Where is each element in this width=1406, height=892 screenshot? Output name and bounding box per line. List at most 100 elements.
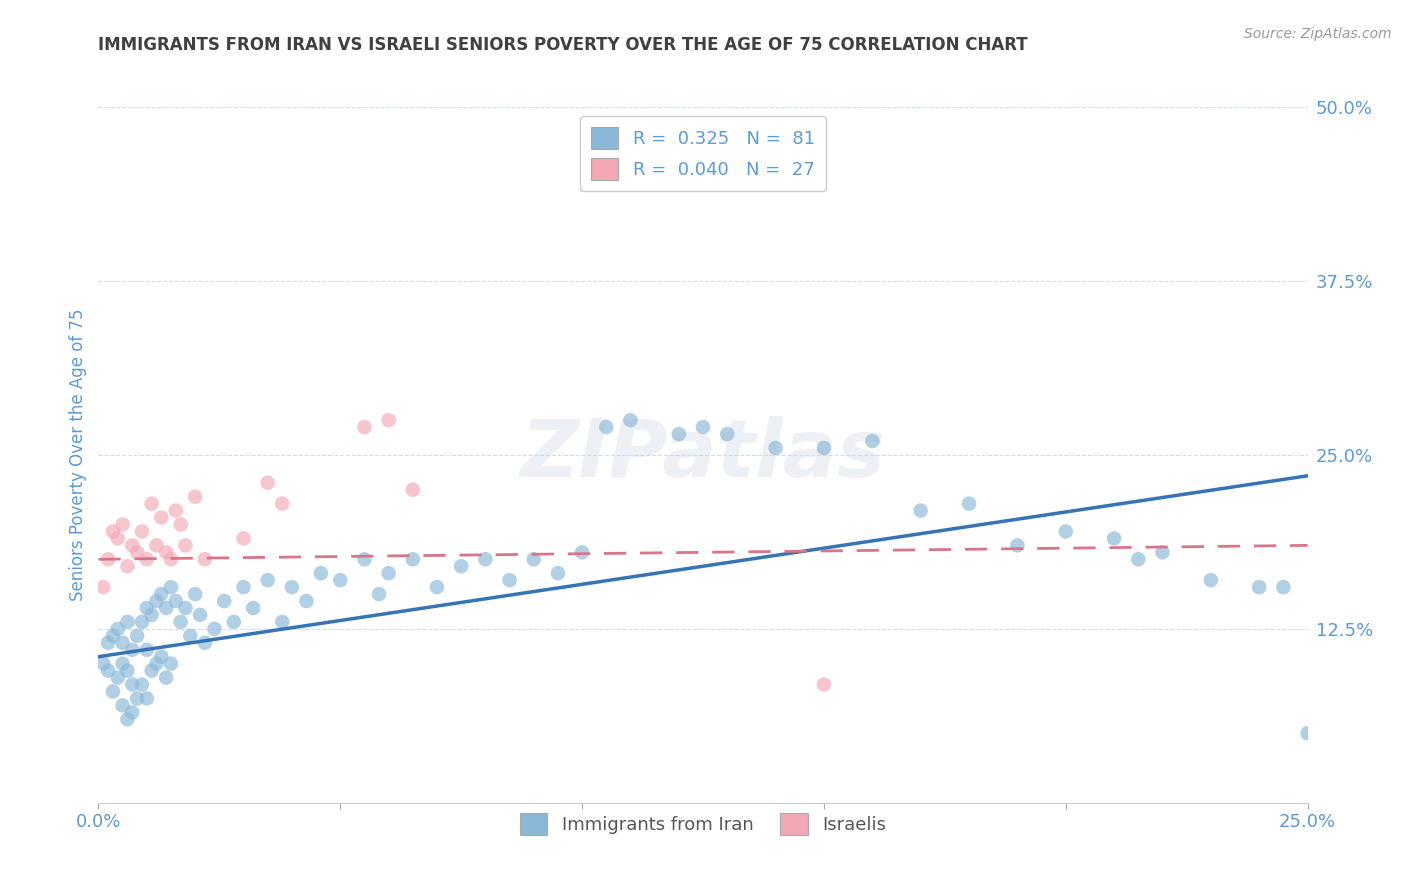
Point	[668, 427, 690, 442]
Point	[353, 420, 375, 434]
Point	[111, 517, 134, 532]
Point	[498, 573, 520, 587]
Point	[155, 671, 177, 685]
Point	[523, 552, 546, 566]
Point	[141, 664, 163, 678]
Point	[135, 691, 157, 706]
Y-axis label: Seniors Poverty Over the Age of 75: Seniors Poverty Over the Age of 75	[69, 309, 87, 601]
Point	[860, 434, 883, 448]
Point	[910, 503, 932, 517]
Point	[91, 657, 114, 671]
Point	[160, 580, 183, 594]
Point	[547, 566, 569, 581]
Point	[127, 629, 149, 643]
Point	[101, 629, 124, 643]
Point	[97, 552, 120, 566]
Point	[692, 420, 714, 434]
Point	[135, 552, 157, 566]
Point	[619, 413, 641, 427]
Point	[402, 552, 425, 566]
Point	[716, 427, 738, 442]
Point	[813, 677, 835, 691]
Point	[1199, 573, 1222, 587]
Point	[1007, 538, 1029, 552]
Point	[101, 684, 124, 698]
Legend: Immigrants from Iran, Israelis: Immigrants from Iran, Israelis	[513, 806, 893, 842]
Point	[174, 601, 197, 615]
Point	[194, 636, 217, 650]
Point	[765, 441, 787, 455]
Point	[256, 573, 278, 587]
Point	[107, 532, 129, 546]
Point	[165, 594, 187, 608]
Point	[111, 657, 134, 671]
Point	[121, 642, 143, 657]
Point	[222, 615, 245, 629]
Point	[232, 532, 254, 546]
Point	[117, 559, 139, 574]
Point	[377, 566, 399, 581]
Point	[160, 657, 183, 671]
Point	[111, 698, 134, 713]
Point	[1128, 552, 1150, 566]
Point	[141, 497, 163, 511]
Point	[212, 594, 235, 608]
Point	[107, 622, 129, 636]
Point	[813, 441, 835, 455]
Point	[353, 552, 375, 566]
Point	[295, 594, 318, 608]
Point	[97, 664, 120, 678]
Point	[165, 503, 187, 517]
Point	[135, 642, 157, 657]
Point	[169, 615, 191, 629]
Point	[329, 573, 352, 587]
Point	[184, 587, 207, 601]
Point	[184, 490, 207, 504]
Text: ZIPatlas: ZIPatlas	[520, 416, 886, 494]
Point	[271, 615, 294, 629]
Point	[450, 559, 472, 574]
Point	[169, 517, 191, 532]
Point	[271, 497, 294, 511]
Point	[117, 664, 139, 678]
Point	[141, 607, 163, 622]
Point	[1249, 580, 1271, 594]
Point	[150, 649, 173, 664]
Point	[426, 580, 449, 594]
Point	[242, 601, 264, 615]
Point	[150, 587, 173, 601]
Point	[232, 580, 254, 594]
Text: IMMIGRANTS FROM IRAN VS ISRAELI SENIORS POVERTY OVER THE AGE OF 75 CORRELATION C: IMMIGRANTS FROM IRAN VS ISRAELI SENIORS …	[98, 36, 1028, 54]
Point	[145, 538, 167, 552]
Point	[145, 657, 167, 671]
Point	[155, 545, 177, 559]
Point	[188, 607, 211, 622]
Point	[309, 566, 332, 581]
Point	[127, 691, 149, 706]
Point	[377, 413, 399, 427]
Point	[117, 615, 139, 629]
Text: Source: ZipAtlas.com: Source: ZipAtlas.com	[1244, 27, 1392, 41]
Point	[111, 636, 134, 650]
Point	[131, 677, 153, 691]
Point	[121, 677, 143, 691]
Point	[194, 552, 217, 566]
Point	[131, 524, 153, 539]
Point	[155, 601, 177, 615]
Point	[101, 524, 124, 539]
Point	[131, 615, 153, 629]
Point	[1102, 532, 1125, 546]
Point	[402, 483, 425, 497]
Point	[174, 538, 197, 552]
Point	[1272, 580, 1295, 594]
Point	[97, 636, 120, 650]
Point	[595, 420, 617, 434]
Point	[204, 622, 226, 636]
Point	[1054, 524, 1077, 539]
Point	[571, 545, 593, 559]
Point	[1152, 545, 1174, 559]
Point	[127, 545, 149, 559]
Point	[135, 601, 157, 615]
Point	[1296, 726, 1319, 740]
Point	[256, 475, 278, 490]
